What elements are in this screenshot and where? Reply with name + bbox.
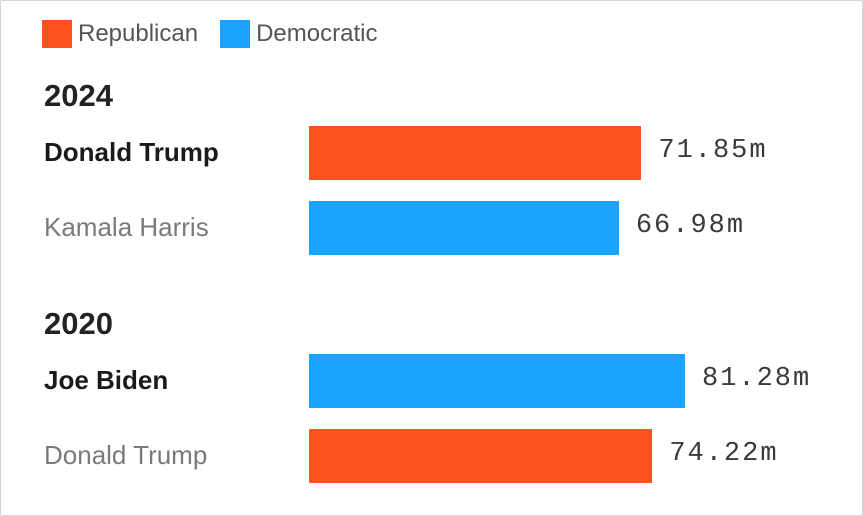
- legend: Republican Democratic: [42, 20, 399, 48]
- legend-label-republican: Republican: [78, 20, 199, 47]
- value-label-donald-trump-2024: 71.85m: [658, 136, 768, 166]
- legend-swatch-republican: [42, 20, 72, 48]
- candidate-name-kamala-harris-2024: Kamala Harris: [44, 212, 209, 242]
- legend-swatch-democratic: [220, 20, 251, 48]
- bar-joe-biden-2020: [309, 354, 685, 408]
- candidate-name-joe-biden-2020: Joe Biden: [44, 365, 169, 395]
- candidate-name-donald-trump-2024: Donald Trump: [44, 137, 219, 167]
- candidate-name-donald-trump-2020: Donald Trump: [44, 440, 208, 470]
- year-heading-2020: 2020: [44, 306, 113, 341]
- value-label-donald-trump-2020: 74.22m: [669, 439, 779, 469]
- year-heading-2024: 2024: [44, 78, 113, 113]
- bar-donald-trump-2020: [309, 429, 653, 483]
- bar-kamala-harris-2024: [309, 201, 619, 255]
- value-label-joe-biden-2020: 81.28m: [702, 364, 812, 394]
- value-label-kamala-harris-2024: 66.98m: [635, 211, 746, 241]
- bar-donald-trump-2024: [309, 126, 642, 180]
- legend-label-democratic: Democratic: [256, 20, 378, 47]
- legend-item-republican: Republican: [42, 20, 198, 48]
- legend-item-democratic: Democratic: [220, 20, 377, 48]
